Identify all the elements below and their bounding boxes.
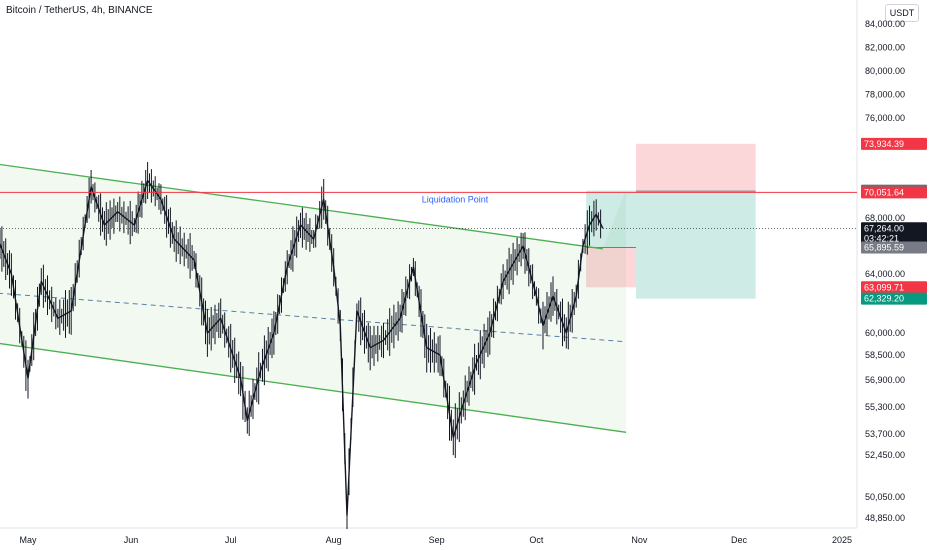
time-tick-label: Jun <box>124 535 139 545</box>
chart-title: Bitcoin / TetherUS, 4h, BINANCE <box>6 5 153 16</box>
price-tag <box>861 137 927 150</box>
price-tag-label: 65,895.59 <box>864 242 904 252</box>
price-tag-label: 63,099.71 <box>864 282 904 292</box>
channel-lower-line <box>0 342 627 433</box>
price-tags: 73,934.3970,191.5270,154.2170,051.6467,2… <box>861 137 927 305</box>
price-tick-label: 48,850.00 <box>865 513 905 523</box>
price-tick-label: 50,050.00 <box>865 492 905 502</box>
price-tick-label: 78,000.00 <box>865 90 905 100</box>
price-series <box>0 162 604 529</box>
time-tick-label: Nov <box>631 535 648 545</box>
price-tag <box>861 292 927 305</box>
price-tag-countdown: 03:42:21 <box>864 233 899 243</box>
price-tag-label: 70,051.64 <box>864 187 904 197</box>
grid <box>0 0 858 529</box>
price-tag-label: 73,934.39 <box>864 139 904 149</box>
time-tick-label: Jul <box>225 535 237 545</box>
channel-upper-line <box>0 163 603 250</box>
time-tick-label: Aug <box>326 535 342 545</box>
price-tick-label: 76,000.00 <box>865 113 905 123</box>
channel-middle-line <box>0 292 627 343</box>
channel-lines <box>0 163 627 433</box>
price-axis: 84,000.00 82,000.00 80,000.00 78,000.00 76,0… <box>865 19 905 523</box>
price-tag-label: 67,264.00 <box>864 223 904 233</box>
time-axis: May Jun Jul Aug Sep Oct Nov Dec 2025 <box>19 535 852 545</box>
price-tick-label: 58,500.00 <box>865 350 905 360</box>
time-tick-label: May <box>19 535 37 545</box>
position-2-stop-zone <box>636 143 756 192</box>
price-tick-label: 84,000.00 <box>865 19 905 29</box>
position-1-stop-zone <box>586 247 637 288</box>
price-tag <box>861 186 927 199</box>
price-tick-label: 80,000.00 <box>865 66 905 76</box>
price-tag <box>861 281 927 294</box>
price-tick-label: 55,300.00 <box>865 402 905 412</box>
liquidation-label: Liquidation Point <box>422 194 489 204</box>
position-2-target-zone <box>636 191 756 299</box>
price-tag <box>861 222 927 245</box>
position-1-target-zone <box>586 190 637 248</box>
position-boxes <box>586 143 756 299</box>
price-tick-label: 53,700.00 <box>865 429 905 439</box>
price-tick-label: 82,000.00 <box>865 43 905 53</box>
price-tick-label: 52,450.00 <box>865 450 905 460</box>
price-tag-label: 62,329.20 <box>864 294 904 304</box>
price-tick-label: 56,900.00 <box>865 375 905 385</box>
time-tick-label: Sep <box>429 535 445 545</box>
time-tick-label: Dec <box>731 535 748 545</box>
price-tick-label: 60,000.00 <box>865 328 905 338</box>
time-tick-label: 2025 <box>832 535 852 545</box>
liquidation-line: Liquidation Point <box>0 191 857 229</box>
price-tick-label: 68,000.00 <box>865 213 905 223</box>
time-tick-label: Oct <box>529 535 544 545</box>
price-tag <box>861 241 927 254</box>
currency-unit-button[interactable]: USDT <box>885 4 919 22</box>
price-tick-label: 64,000.00 <box>865 269 905 279</box>
